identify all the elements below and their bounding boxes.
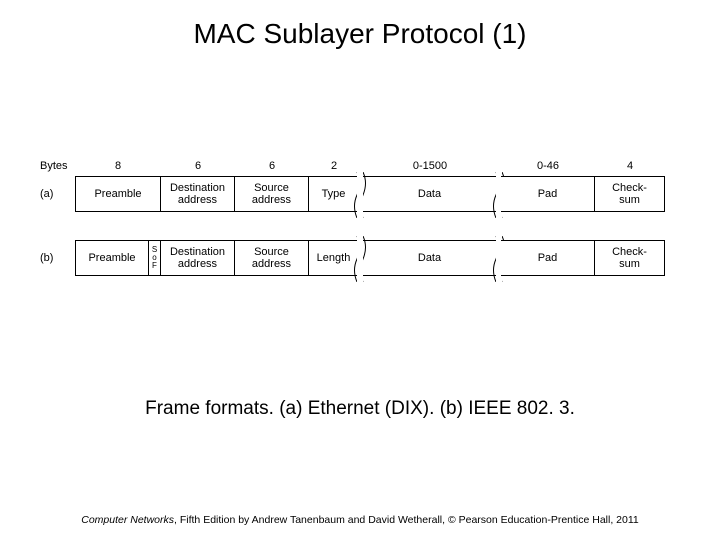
footer-rest: , Fifth Edition by Andrew Tanenbaum and …: [174, 514, 639, 526]
figure-caption: Frame formats. (a) Ethernet (DIX). (b) I…: [0, 398, 720, 420]
field-dest-a: Destination address: [161, 176, 235, 212]
frame-diagram: Bytes 8 6 6 2 0-1500 0-46 4 (a) Preamble…: [40, 160, 680, 304]
field-preamble-a: Preamble: [75, 176, 161, 212]
bytes-6a: 6: [161, 160, 235, 172]
footer-book: Computer Networks: [81, 514, 174, 526]
row-a-label: (a): [40, 176, 75, 212]
field-pad-b: Pad: [501, 240, 595, 276]
bytes-2: 2: [309, 160, 359, 172]
field-data-a: Data: [359, 176, 501, 212]
txt: Preamble: [94, 188, 141, 200]
field-src-a: Source address: [235, 176, 309, 212]
txt: Data: [418, 188, 441, 200]
bytes-pad: 0-46: [501, 160, 595, 172]
txt: Pad: [538, 252, 558, 264]
field-checksum-b: Check- sum: [595, 240, 665, 276]
txt: Pad: [538, 188, 558, 200]
txt: Length: [317, 252, 351, 264]
txt: Preamble: [88, 252, 135, 264]
txt: Source address: [252, 246, 291, 270]
field-pad-a: Pad: [501, 176, 595, 212]
txt: Check- sum: [612, 182, 647, 206]
bytes-chk: 4: [595, 160, 665, 172]
txt: Source address: [252, 182, 291, 206]
frame-row-b: (b) Preamble S o F Destination address S…: [40, 240, 680, 276]
bytes-label: Bytes: [40, 160, 75, 172]
field-data-b: Data: [359, 240, 501, 276]
txt: S o F: [152, 246, 157, 270]
bytes-8: 8: [75, 160, 161, 172]
txt: Type: [322, 188, 346, 200]
txt: Check- sum: [612, 246, 647, 270]
txt: Destination address: [170, 182, 225, 206]
field-src-b: Source address: [235, 240, 309, 276]
field-sof-b: S o F: [149, 240, 161, 276]
field-dest-b: Destination address: [161, 240, 235, 276]
frame-row-a: (a) Preamble Destination address Source …: [40, 176, 680, 212]
field-checksum-a: Check- sum: [595, 176, 665, 212]
field-preamble-b: Preamble: [75, 240, 149, 276]
bytes-6b: 6: [235, 160, 309, 172]
field-length-b: Length: [309, 240, 359, 276]
footer-credit: Computer Networks, Fifth Edition by Andr…: [0, 514, 720, 526]
bytes-row: Bytes 8 6 6 2 0-1500 0-46 4: [40, 160, 680, 172]
field-type-a: Type: [309, 176, 359, 212]
page-title: MAC Sublayer Protocol (1): [0, 0, 720, 50]
txt: Data: [418, 252, 441, 264]
txt: Destination address: [170, 246, 225, 270]
row-b-label: (b): [40, 240, 75, 276]
bytes-data: 0-1500: [359, 160, 501, 172]
